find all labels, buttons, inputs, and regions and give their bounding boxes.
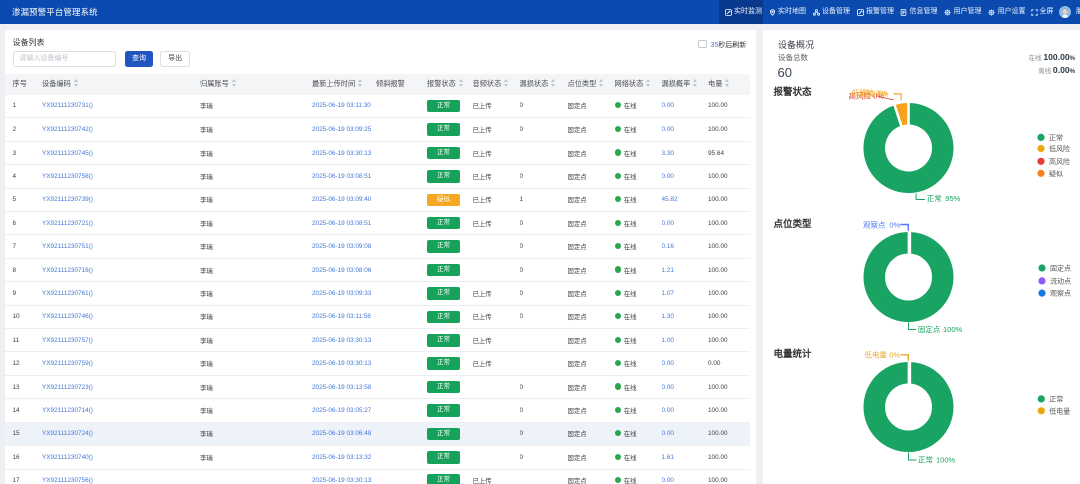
svg-text:观察点: 观察点: [863, 220, 886, 230]
svg-text:100%: 100%: [943, 325, 963, 334]
svg-text:高风险 0%: 高风险 0%: [848, 91, 884, 101]
svg-text:疑似: 疑似: [1049, 169, 1063, 178]
svg-text:0%: 0%: [889, 351, 900, 360]
svg-text:正常: 正常: [918, 456, 933, 465]
svg-text:低电量: 低电量: [864, 350, 887, 360]
svg-text:正常: 正常: [1049, 133, 1063, 142]
svg-text:低电量: 低电量: [1049, 406, 1070, 415]
svg-text:疑似 5%: 疑似 5%: [860, 89, 888, 99]
svg-text:100%: 100%: [936, 456, 956, 465]
svg-text:正常: 正常: [1049, 395, 1063, 404]
svg-text:观察点: 观察点: [1050, 289, 1071, 298]
svg-text:95%: 95%: [945, 194, 960, 203]
svg-text:低风险: 低风险: [1049, 144, 1070, 153]
svg-text:低风险 0%: 低风险 0%: [851, 88, 887, 98]
svg-text:固定点: 固定点: [917, 324, 940, 334]
svg-text:正常: 正常: [926, 194, 941, 203]
svg-text:0%: 0%: [889, 221, 900, 230]
svg-text:高风险: 高风险: [1049, 157, 1070, 166]
svg-text:固定点: 固定点: [1050, 264, 1071, 273]
svg-text:流动点: 流动点: [1050, 277, 1071, 286]
